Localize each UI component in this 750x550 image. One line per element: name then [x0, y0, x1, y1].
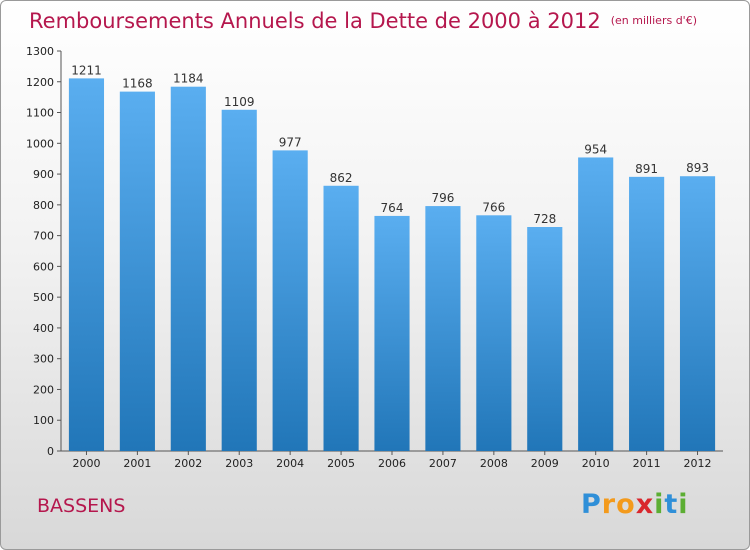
bar [374, 215, 410, 451]
x-tick-label: 2005 [327, 457, 355, 470]
x-tick-label: 2002 [174, 457, 202, 470]
x-tick-label: 2009 [531, 457, 559, 470]
bar [578, 157, 614, 451]
x-tick-label: 2012 [684, 457, 712, 470]
bars: 1211 1168 1184 1109 977 862 764 796 766 728 954 891… [68, 63, 716, 452]
bar [272, 150, 308, 451]
proxiti-logo: Proxiti [581, 489, 689, 520]
bar [170, 86, 206, 451]
bar-value-label: 954 [584, 142, 607, 156]
y-tick-label: 400 [33, 322, 54, 335]
y-tick-label: 300 [33, 353, 54, 366]
x-tick-label: 2007 [429, 457, 457, 470]
bar-value-label: 728 [533, 212, 556, 226]
bar [629, 176, 665, 451]
x-tick-label: 2000 [72, 457, 100, 470]
bar-value-label: 1184 [173, 72, 204, 86]
y-tick-label: 600 [33, 260, 54, 273]
bar-value-label: 1109 [224, 95, 255, 109]
y-tick-label: 1000 [26, 137, 54, 150]
bar [323, 185, 359, 451]
bar [221, 109, 257, 452]
bar-value-label: 893 [686, 161, 709, 175]
y-tick-label: 0 [47, 445, 54, 458]
chart-unit: (en milliers d'€) [610, 14, 697, 27]
y-tick-label: 500 [33, 291, 54, 304]
bar [68, 78, 105, 451]
y-tick-label: 1200 [26, 76, 54, 89]
x-tick-label: 2008 [480, 457, 508, 470]
y-tick-label: 100 [33, 414, 54, 427]
x-tick-label: 2001 [123, 457, 151, 470]
x-tick-label: 2006 [378, 457, 406, 470]
bar-value-label: 1211 [71, 63, 102, 77]
bar-value-label: 862 [330, 171, 353, 185]
bar [119, 91, 155, 451]
bar-value-label: 977 [279, 135, 302, 149]
y-tick-label: 1300 [26, 45, 54, 58]
x-tick-label: 2010 [582, 457, 610, 470]
y-tick-label: 700 [33, 230, 54, 243]
y-tick-label: 200 [33, 383, 54, 396]
bar [425, 206, 461, 451]
x-tick-label: 2011 [633, 457, 661, 470]
y-tick-label: 1100 [26, 107, 54, 120]
bar-value-label: 796 [431, 191, 454, 205]
bar-value-label: 1168 [122, 77, 153, 91]
bar-value-label: 766 [482, 200, 505, 214]
bar-value-label: 764 [381, 201, 404, 215]
y-tick-label: 800 [33, 199, 54, 212]
city-name: BASSENS [37, 495, 126, 517]
y-tick-label: 900 [33, 168, 54, 181]
x-tick-label: 2004 [276, 457, 304, 470]
bar-value-label: 891 [635, 162, 658, 176]
chart-title-text: Remboursements Annuels de la Dette de 20… [29, 9, 601, 33]
bar [679, 176, 716, 451]
axes: 0 100 200 300 400 500 600 700 800 900 1000 1100 1200… [26, 45, 723, 470]
bar [527, 227, 563, 451]
bar [476, 215, 512, 451]
chart-title: Remboursements Annuels de la Dette de 20… [29, 9, 697, 33]
x-tick-label: 2003 [225, 457, 253, 470]
